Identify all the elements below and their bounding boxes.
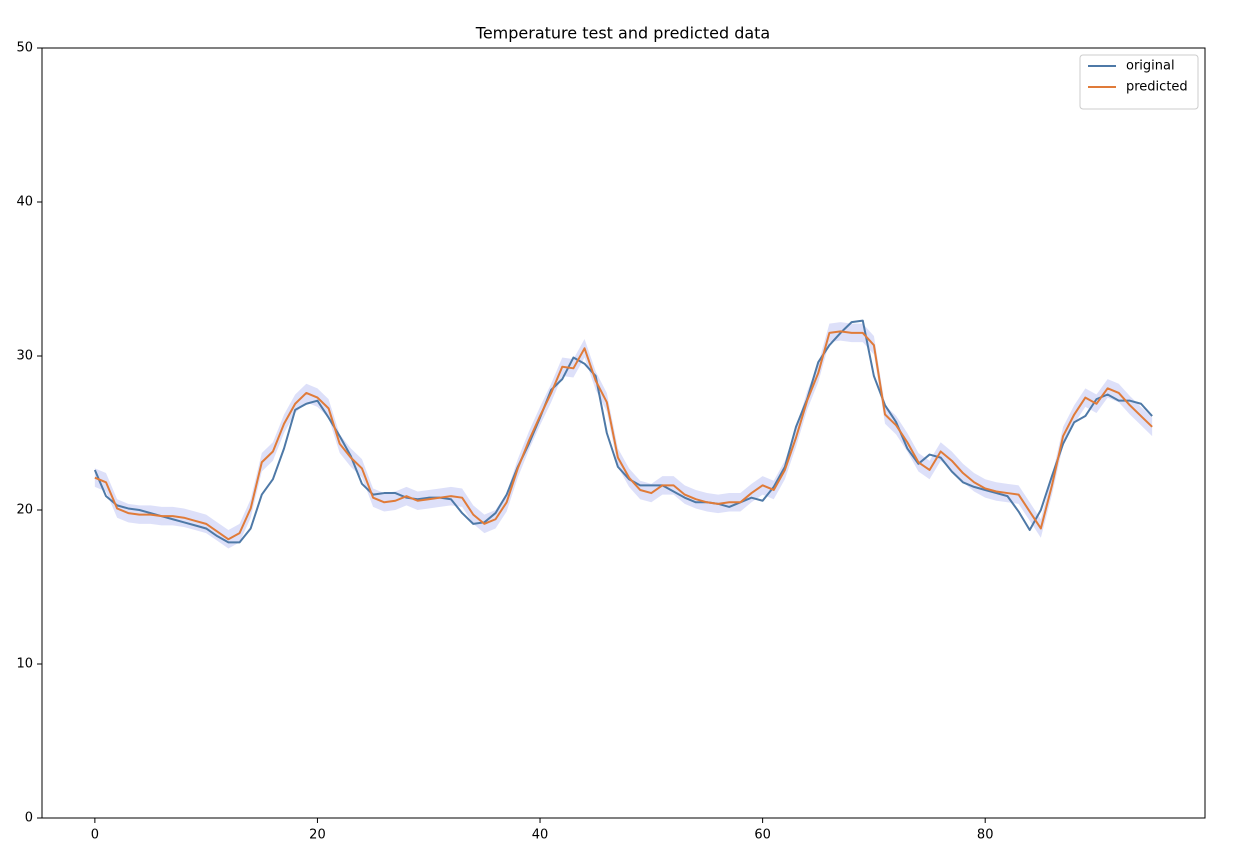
legend-label: original (1126, 59, 1175, 74)
y-tick-label: 50 (16, 41, 33, 56)
y-tick-label: 0 (25, 811, 33, 826)
legend-box (1079, 54, 1199, 110)
x-tick-label: 80 (977, 828, 994, 843)
plot-frame (41, 47, 1206, 819)
x-tick-label: 60 (754, 828, 771, 843)
line (93, 319, 1153, 544)
x-tick-label: 40 (532, 828, 549, 843)
x-tick-label: 20 (309, 828, 326, 843)
y-tick-label: 30 (16, 349, 33, 364)
chart-title: Temperature test and predicted data (475, 24, 770, 43)
legend-label: predicted (1126, 80, 1188, 95)
y-tick-label: 40 (16, 195, 33, 210)
x-tick-label: 0 (91, 828, 99, 843)
confidence-band (94, 322, 1153, 549)
y-tick-label: 10 (16, 657, 33, 672)
y-tick-label: 20 (16, 503, 33, 518)
line (94, 330, 1153, 541)
